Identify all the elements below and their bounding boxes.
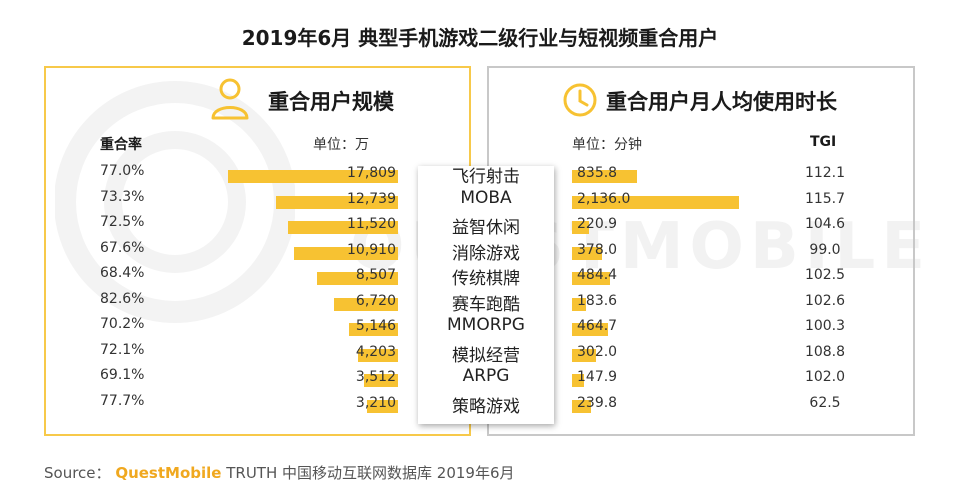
source-brand: QuestMobile xyxy=(115,464,222,482)
usage-time-bar xyxy=(572,272,610,285)
overlap-users-bar xyxy=(316,272,398,285)
usage-time-label: 835.8 xyxy=(577,165,618,181)
overlap-users-label: 17,809 xyxy=(347,165,396,181)
clock-icon xyxy=(563,83,597,117)
category-label: MOBA xyxy=(460,187,512,208)
overlap-users-label: 3,512 xyxy=(355,369,396,385)
category-list: 飞行射击 MOBA 益智休闲消除游戏传统棋牌赛车跑酷 MMORPG 模拟经营 ARPG 策略… xyxy=(418,166,554,424)
category-label: 飞行射击 xyxy=(452,167,520,187)
usage-time-bar xyxy=(572,246,602,260)
overlap-rate-value: 67.6% xyxy=(100,239,145,256)
overlap-users-label: 12,739 xyxy=(347,190,396,207)
source-suffix: TRUTH 中国移动互联网数据库 2019年6月 xyxy=(226,464,515,482)
tgi-value: 108.8 xyxy=(804,343,846,360)
usage-time-bar xyxy=(572,323,609,336)
category-label: ARPG xyxy=(462,366,510,386)
overlap-users-bar xyxy=(333,297,398,311)
usage-time-label: 147.9 xyxy=(577,369,618,385)
usage-time-label: 378.0 xyxy=(577,241,618,258)
usage-time-bar xyxy=(572,374,584,387)
tgi-value: 102.0 xyxy=(804,369,846,385)
usage-time-bar xyxy=(572,348,596,362)
overlap-rate-value: 72.1% xyxy=(100,341,145,358)
category-label: 传统棋牌 xyxy=(452,269,520,289)
tgi-value: 115.7 xyxy=(804,190,846,207)
tgi-value: 99.0 xyxy=(809,241,841,258)
right-panel-title: 重合用户月人均使用时长 xyxy=(606,90,837,114)
usage-time-label: 239.8 xyxy=(577,394,618,411)
overlap-rate-header: 重合率 xyxy=(100,137,142,153)
category-label: 益智休闲 xyxy=(452,218,520,238)
usage-time-label: 464.7 xyxy=(577,318,618,334)
left-unit-label: 单位：万 xyxy=(313,137,369,153)
overlap-users-bar xyxy=(367,399,398,413)
overlap-rate-value: 82.6% xyxy=(100,290,145,307)
person-icon xyxy=(211,78,249,120)
overlap-rate-value: 68.4% xyxy=(100,265,145,281)
source-prefix: Source： xyxy=(44,464,111,482)
overlap-users-bar xyxy=(364,374,398,387)
overlap-rate-value: 77.7% xyxy=(100,392,145,409)
source-note: Source： QuestMobile TRUTH 中国移动互联网数据库 201… xyxy=(44,462,515,483)
overlap-users-label: 6,720 xyxy=(355,292,396,309)
overlap-rate-value: 73.3% xyxy=(100,188,145,205)
usage-time-label: 302.0 xyxy=(577,343,618,360)
tgi-value: 102.6 xyxy=(804,292,846,309)
usage-time-bar xyxy=(572,195,739,209)
tgi-value: 62.5 xyxy=(809,394,841,411)
tgi-value: 104.6 xyxy=(804,216,846,232)
tgi-value: 102.5 xyxy=(804,267,846,283)
chart-title: 2019年6月 典型手机游戏二级行业与短视频重合用户 xyxy=(241,26,719,50)
overlap-users-bar xyxy=(293,246,398,260)
right-unit-label: 单位：分钟 xyxy=(572,137,642,153)
category-label: 消除游戏 xyxy=(452,243,520,264)
overlap-users-label: 11,520 xyxy=(347,216,396,232)
tgi-value: 112.1 xyxy=(804,165,846,181)
usage-time-label: 220.9 xyxy=(577,216,618,232)
overlap-rate-value: 69.1% xyxy=(100,367,145,383)
tgi-value: 100.3 xyxy=(804,318,846,334)
category-label: 策略游戏 xyxy=(452,396,520,417)
category-label: MMORPG xyxy=(447,315,525,335)
overlap-users-label: 8,507 xyxy=(355,267,396,283)
usage-time-label: 484.4 xyxy=(577,267,618,283)
overlap-rate-value: 77.0% xyxy=(100,163,145,179)
category-label: 赛车跑酷 xyxy=(452,294,520,315)
usage-time-label: 2,136.0 xyxy=(577,190,631,207)
usage-time-label: 183.6 xyxy=(577,292,618,309)
overlap-users-bar xyxy=(276,195,398,209)
category-label: 模拟经营 xyxy=(452,345,520,366)
overlap-users-label: 3,210 xyxy=(355,394,396,411)
overlap-users-bar xyxy=(288,221,398,234)
overlap-users-label: 5,146 xyxy=(355,318,396,334)
overlap-users-bar xyxy=(357,348,398,362)
overlap-rate-value: 72.5% xyxy=(100,214,145,230)
left-panel-title: 重合用户规模 xyxy=(268,90,394,114)
usage-time-bar xyxy=(572,221,590,234)
overlap-users-bar xyxy=(348,323,398,336)
usage-time-bar xyxy=(572,399,591,413)
overlap-users-label: 10,910 xyxy=(347,241,396,258)
tgi-header: TGI xyxy=(810,134,837,150)
overlap-rate-value: 70.2% xyxy=(100,316,145,332)
usage-time-bar xyxy=(572,297,587,311)
overlap-users-label: 4,203 xyxy=(355,343,396,360)
overlap-users-bar xyxy=(228,170,398,183)
usage-time-bar xyxy=(572,170,638,183)
